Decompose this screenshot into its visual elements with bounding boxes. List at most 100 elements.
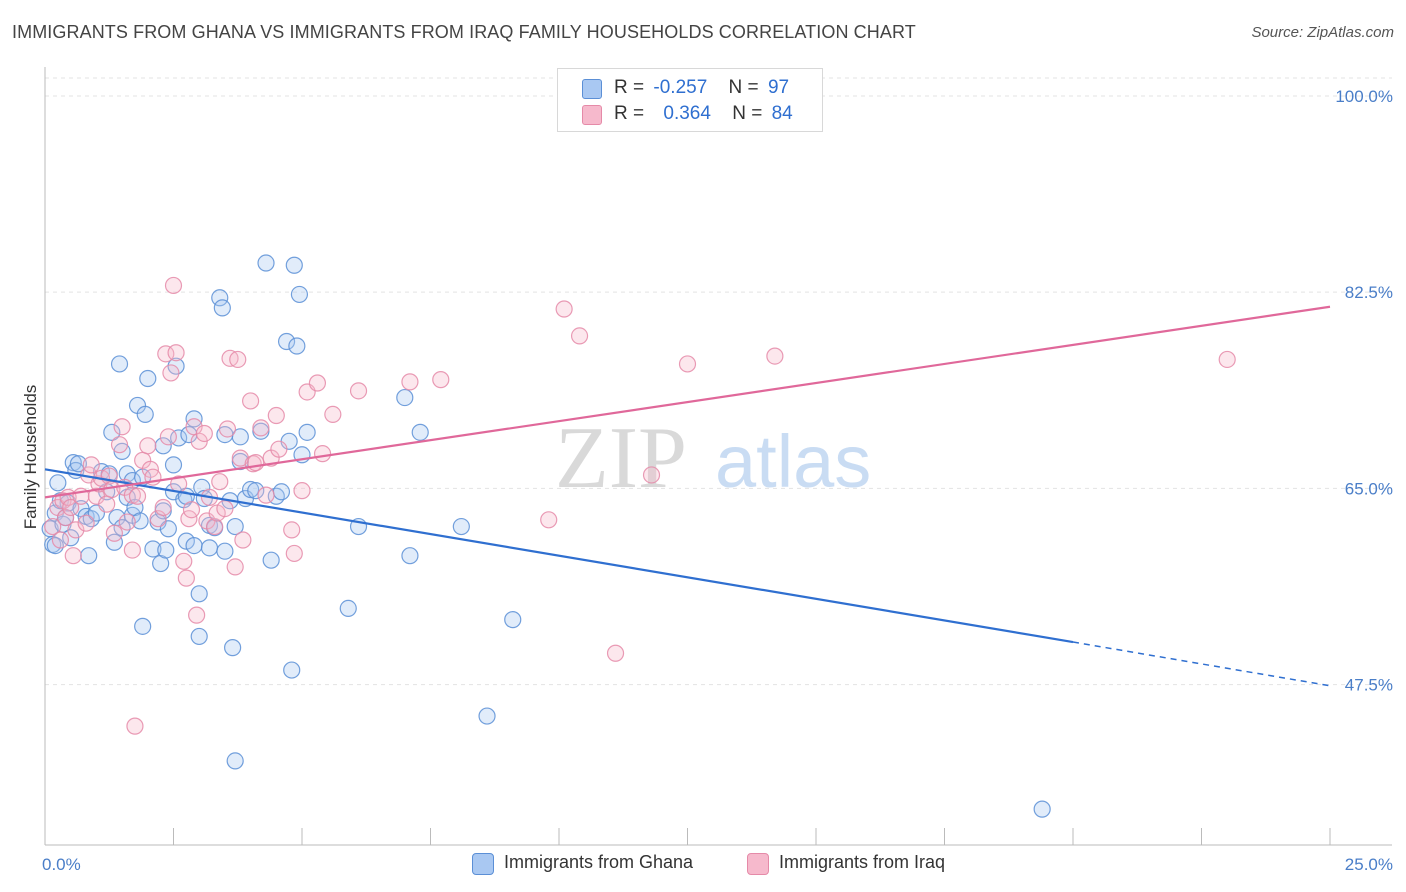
trend-line-ghana-extension [1072,641,1331,687]
chart-title: IMMIGRANTS FROM GHANA VS IMMIGRANTS FROM… [12,22,916,42]
point-ghana [231,428,249,446]
point-ghana [283,661,301,679]
point-iraq [195,424,213,443]
point-ghana [113,442,131,461]
point-ghana [285,256,303,274]
point-ghana [216,542,234,560]
point-iraq [401,373,419,391]
point-iraq [252,419,270,437]
y-tick-label: 100.0% [1335,87,1393,106]
point-iraq [139,437,157,455]
legend-iraq-n-value: 84 [771,103,793,124]
point-ghana [103,423,121,441]
point-iraq [177,569,195,587]
point-iraq [105,524,123,542]
point-ghana [144,540,162,558]
point-ghana [272,483,291,501]
bottom-legend-swatch-iraq [747,853,769,875]
point-iraq [51,531,70,549]
point-ghana [134,617,152,635]
series-ghana-points [41,254,1051,818]
point-iraq [313,445,332,463]
point-iraq [766,347,784,365]
bottom-legend-label-iraq: Immigrants from Iraq [779,852,946,872]
bottom-legend-label-ghana: Immigrants from Ghana [504,852,694,872]
point-iraq [216,499,234,518]
point-iraq [218,420,237,438]
point-iraq [432,371,450,389]
point-ghana [49,474,67,492]
y-tick-label: 65.0% [1345,479,1393,498]
point-iraq [123,541,141,559]
legend-ghana-r-value: -0.257 [653,77,708,98]
point-ghana [190,627,208,646]
point-iraq [154,498,172,517]
point-ghana [139,369,157,388]
y-tick-label: 47.5% [1345,676,1393,695]
point-iraq [62,498,80,517]
point-ghana [452,517,470,536]
point-iraq [642,466,661,484]
point-iraq [555,300,573,318]
point-ghana [80,547,98,565]
tick-labels: 100.0% 82.5% 65.0% 47.5% 0.0% 25.0% [42,87,1393,874]
point-iraq [234,531,252,549]
point-iraq [270,440,288,458]
point-ghana [164,456,183,474]
y-axis-label: Family Households [21,385,40,530]
trend-line-ghana [44,468,1074,644]
point-iraq [247,454,265,472]
watermark-zip: ZIP [555,410,687,507]
point-ghana [226,752,244,770]
point-iraq [283,521,301,539]
source-label: Source: ZipAtlas.com [1251,24,1394,41]
point-ghana [290,285,309,304]
point-iraq [678,355,697,373]
point-iraq [56,508,75,527]
point-iraq [324,405,342,424]
point-iraq [175,552,193,570]
point-ghana [262,551,280,569]
legend-ghana-r-label: R = [614,77,645,98]
point-ghana [478,707,496,725]
point-ghana [200,539,219,557]
point-iraq [110,436,129,454]
point-ghana [105,533,123,551]
watermark-atlas: atlas [715,420,871,503]
point-iraq [206,517,224,536]
grid-lines [45,77,1392,686]
point-iraq [113,418,131,436]
point-iraq [285,544,303,563]
point-iraq [126,717,144,735]
point-iraq [226,558,244,576]
point-iraq [229,350,247,369]
watermark: ZIP atlas [555,410,871,507]
point-ghana [339,599,357,617]
x-tick-label-min: 0.0% [42,855,81,874]
legend-swatch-iraq [582,105,602,125]
point-ghana [277,332,296,351]
point-iraq [167,344,185,362]
point-iraq [67,521,85,539]
point-iraq [267,406,285,425]
legend-iraq-r-value: 0.364 [663,103,711,124]
point-ghana [247,482,265,500]
point-ghana [131,512,149,530]
x-tick-label-max: 25.0% [1345,855,1393,874]
point-ghana [298,423,316,441]
point-ghana [1033,800,1051,818]
correlation-legend: R = -0.257 N = 97 R = 0.364 N = 84 [557,68,823,132]
point-iraq [242,392,260,410]
point-ghana [224,639,242,657]
point-iraq [1218,350,1236,369]
point-ghana [411,423,429,441]
point-iraq [540,511,558,529]
point-iraq [182,501,201,519]
point-iraq [257,486,275,504]
legend-ghana-n-value: 97 [767,77,790,98]
point-ghana [110,355,129,373]
point-iraq [162,364,180,382]
point-iraq [349,382,368,400]
point-ghana [401,547,419,565]
